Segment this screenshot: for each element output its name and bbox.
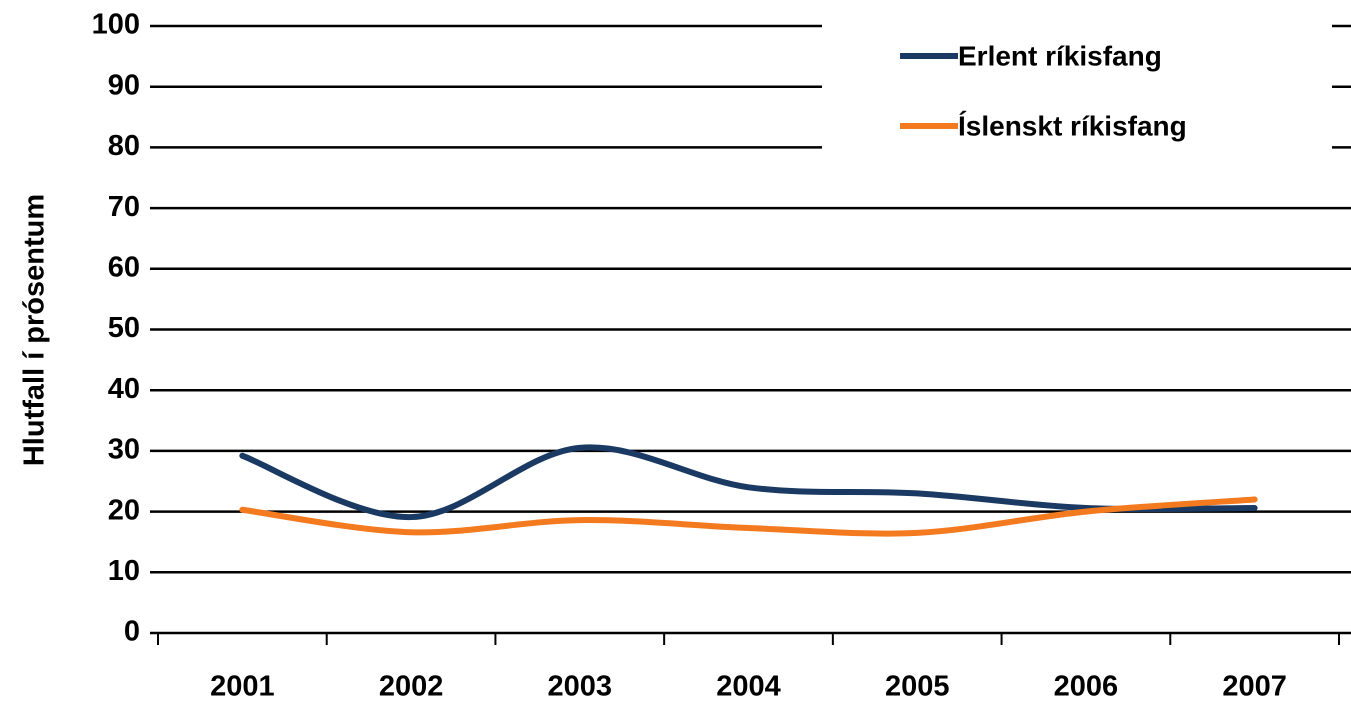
x-tick-label: 2002 — [379, 671, 444, 703]
y-tick-label: 80 — [108, 130, 140, 162]
series-line — [239, 444, 1258, 521]
y-tick-label: 0 — [124, 616, 140, 648]
series-line — [239, 496, 1258, 537]
x-tick-label: 2007 — [1222, 671, 1287, 703]
y-tick-label: 50 — [108, 312, 140, 344]
x-tick-label: 2001 — [210, 671, 275, 703]
x-tick-label: 2004 — [716, 671, 781, 703]
legend-label: Íslenskt ríkisfang — [958, 110, 1187, 141]
x-tick-label: 2006 — [1054, 671, 1119, 703]
legend-label: Erlent ríkisfang — [958, 40, 1162, 71]
y-tick-label: 70 — [108, 191, 140, 223]
legend-box — [822, 18, 1332, 156]
x-tick-label: 2005 — [885, 671, 950, 703]
y-tick-label: 30 — [108, 434, 140, 466]
y-tick-label: 20 — [108, 494, 140, 526]
y-axis-label: Hlutfall í prósentum — [19, 194, 51, 466]
y-tick-label: 100 — [92, 9, 140, 41]
y-tick-label: 60 — [108, 251, 140, 283]
y-tick-label: 90 — [108, 69, 140, 101]
y-tick-label: 10 — [108, 555, 140, 587]
x-tick-label: 2003 — [548, 671, 613, 703]
y-tick-label: 40 — [108, 373, 140, 405]
